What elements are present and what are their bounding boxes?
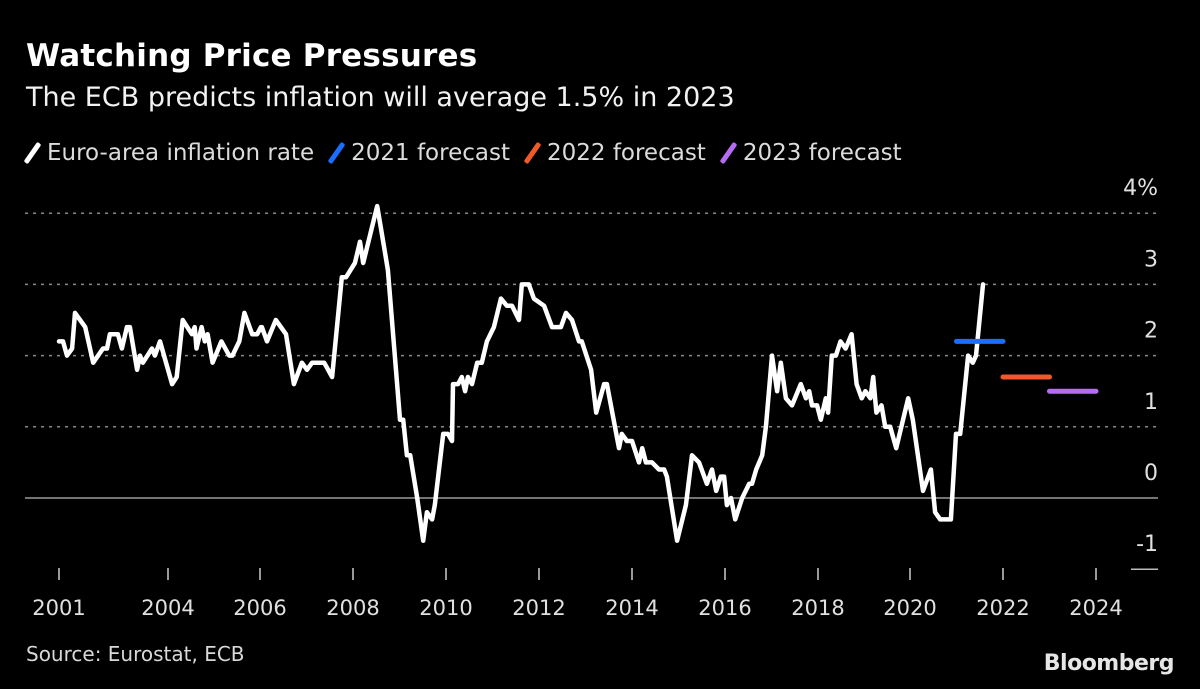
x-tick-label: 2008 (326, 596, 379, 620)
legend-label: 2021 forecast (351, 140, 510, 166)
x-tick-label: 2006 (233, 596, 286, 620)
chart-title: Watching Price Pressures (26, 38, 478, 74)
chart-subtitle: The ECB predicts inflation will average … (26, 82, 735, 113)
y-tick-label: 3 (1144, 247, 1158, 272)
x-tick-label: 2010 (419, 596, 472, 620)
y-tick-label: 1 (1144, 390, 1158, 415)
legend-label: 2022 forecast (546, 140, 706, 166)
y-tick-label: -1 (1136, 532, 1158, 557)
x-tick-label: 2016 (698, 596, 751, 620)
inflation-rate-line (56, 203, 986, 543)
x-tick-label: 2024 (1069, 596, 1122, 620)
x-tick-label: 2020 (883, 596, 936, 620)
bloomberg-logo: Bloomberg (1043, 651, 1175, 676)
legend-item-2021-forecast: 2021 forecast (327, 140, 510, 166)
x-tick-label: 2001 (32, 596, 85, 620)
legend-item-inflation: Euro-area inflation rate (23, 140, 315, 166)
x-tick-label: 2012 (512, 596, 565, 620)
legend-item-2023-forecast: 2023 forecast (719, 140, 902, 166)
y-tick-label: 2 (1144, 319, 1158, 344)
y-tick-label: 0 (1144, 461, 1158, 486)
source-note: Source: Eurostat, ECB (26, 642, 245, 666)
x-tick-label: 2014 (605, 596, 658, 620)
legend: Euro-area inflation rate 2021 forecast 2… (23, 140, 902, 166)
y-tick-label: 4% (1123, 176, 1158, 201)
legend-item-2022-forecast: 2022 forecast (523, 140, 706, 166)
x-tick-label: 2004 (141, 596, 194, 620)
x-tick-label: 2018 (791, 596, 844, 620)
x-tick-label: 2022 (976, 596, 1029, 620)
legend-label: Euro-area inflation rate (47, 140, 315, 166)
legend-label: 2023 forecast (742, 140, 902, 166)
